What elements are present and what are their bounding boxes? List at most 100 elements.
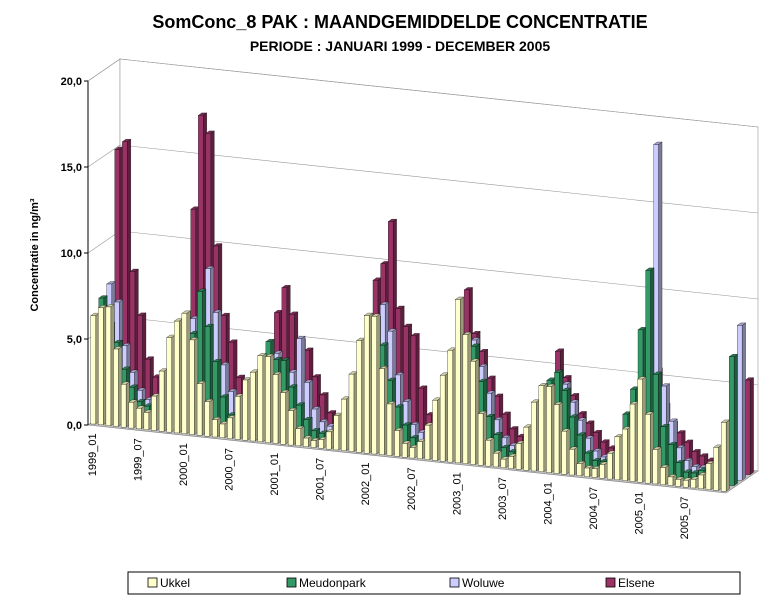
chart-title: SomConc_8 PAK : MAANDGEMIDDELDE CONCENTR… <box>152 12 647 32</box>
bar <box>698 474 704 489</box>
bar-group <box>401 440 412 458</box>
bar <box>614 436 620 481</box>
bar <box>371 316 377 455</box>
bar-group <box>416 438 427 460</box>
grid-line-left <box>87 144 121 168</box>
bar-group <box>128 399 138 429</box>
bar <box>508 456 514 469</box>
bar-group <box>470 358 480 465</box>
bar <box>295 428 301 447</box>
bar-group <box>576 460 586 477</box>
legend-swatch <box>605 577 616 588</box>
bar <box>515 443 522 470</box>
bar-group <box>599 461 609 479</box>
bar-group <box>652 446 662 485</box>
bar <box>158 370 165 432</box>
bar <box>196 383 203 436</box>
x-tick-label: 2000_01 <box>178 443 190 486</box>
bar <box>462 334 468 464</box>
bar-group <box>378 365 389 456</box>
bar-group <box>447 347 457 463</box>
bar <box>576 463 582 476</box>
bar <box>166 337 172 433</box>
x-tick-label: 2004_01 <box>543 482 555 525</box>
x-tick-label: 2000_07 <box>224 448 236 491</box>
bar-group <box>728 353 739 487</box>
bar-group <box>219 421 229 439</box>
bar-group <box>637 376 647 483</box>
bar-group <box>644 411 655 484</box>
bar <box>622 428 628 481</box>
bar-group <box>158 368 169 432</box>
bar-group <box>744 377 755 476</box>
bar <box>591 468 598 478</box>
grid-line-back <box>119 58 759 128</box>
bar-group <box>189 337 199 435</box>
bar <box>538 385 544 472</box>
x-tick-label: 1999_07 <box>132 438 144 481</box>
bar-group <box>530 399 541 472</box>
bar-group <box>113 346 123 427</box>
bar-group <box>242 377 252 441</box>
bar-group <box>280 389 290 445</box>
x-tick-label: 2002_01 <box>360 463 372 506</box>
bar-group <box>462 331 472 464</box>
bar <box>128 402 134 429</box>
x-tick-label: 2005_07 <box>679 497 691 540</box>
grid-line-left <box>87 58 121 82</box>
bar <box>356 340 362 453</box>
bar <box>227 417 233 439</box>
bar-group <box>690 476 700 489</box>
legend-label: Elsene <box>618 576 655 590</box>
bar <box>417 441 423 459</box>
bar <box>652 449 658 485</box>
bar-side <box>733 353 738 487</box>
bar <box>744 379 751 475</box>
bar-group <box>295 425 305 447</box>
bar <box>120 384 127 428</box>
bar <box>181 313 187 434</box>
x-tick-label: 2003_01 <box>451 472 463 515</box>
bar <box>242 379 248 441</box>
bar <box>645 414 651 484</box>
bar <box>455 299 461 464</box>
bar <box>424 425 431 460</box>
bar-group <box>659 464 670 486</box>
bar-group <box>697 472 708 490</box>
bar-group <box>143 409 153 430</box>
bar <box>432 400 438 461</box>
bar-group <box>318 436 328 449</box>
bar-group <box>720 419 731 492</box>
grid-line <box>87 58 759 128</box>
bar-group <box>211 416 222 438</box>
bar <box>219 423 225 438</box>
bar-group <box>432 397 442 461</box>
bar <box>675 479 681 487</box>
bar <box>439 375 446 462</box>
y-axis-label: Concentratie in ng/m³ <box>29 198 41 311</box>
bar-group <box>736 322 747 481</box>
bar-group <box>340 396 351 452</box>
bar <box>713 447 719 491</box>
x-tick-label: 2004_07 <box>588 487 600 530</box>
bar <box>607 453 613 480</box>
bar <box>493 453 499 468</box>
bar-group <box>181 310 191 435</box>
bar-group <box>257 353 267 443</box>
bar-group <box>151 393 161 431</box>
bar-group <box>120 381 131 428</box>
bar-group <box>135 405 146 430</box>
bar <box>485 440 491 467</box>
bar-group <box>272 371 282 444</box>
y-tick-label: 10,0 <box>61 248 82 260</box>
bar-group <box>591 466 601 478</box>
bar <box>736 325 743 481</box>
bar <box>341 398 347 451</box>
bar-group <box>454 296 465 464</box>
bar-group <box>166 334 176 433</box>
bar <box>683 480 689 488</box>
bar <box>310 440 317 448</box>
bar <box>728 356 735 486</box>
bar <box>720 422 727 492</box>
